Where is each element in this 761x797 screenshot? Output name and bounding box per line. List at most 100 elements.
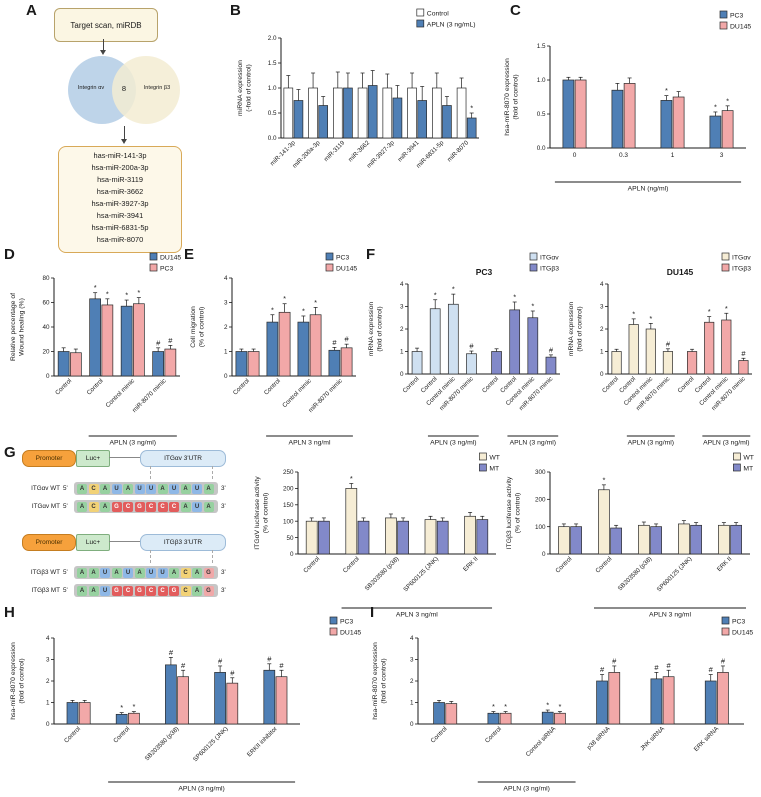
bar — [424, 519, 437, 555]
venn-label-right: Integrin β3 — [143, 85, 171, 91]
legend-swatch — [719, 21, 728, 30]
significance-mark: * — [649, 314, 652, 323]
nucleotide-chip: C — [123, 585, 133, 596]
y-tick-label: 200 — [283, 486, 294, 493]
three-prime-label: 3' — [221, 503, 226, 510]
bar — [570, 526, 582, 555]
sequence-label: ITGβ3 MT — [31, 587, 60, 594]
significance-mark: # — [169, 648, 174, 657]
bar — [305, 520, 318, 555]
y-tick-label: 1.0 — [537, 77, 546, 84]
y-tick-label: 1 — [46, 700, 50, 707]
nucleotide-chip: A — [100, 483, 110, 494]
x-tick-label: SB203580 (p38) — [617, 555, 654, 592]
panel-label-a: A — [26, 2, 37, 19]
bar — [545, 356, 557, 375]
bar — [411, 351, 423, 375]
y-axis-label: (% of control) — [263, 493, 270, 533]
significance-mark: * — [120, 703, 123, 712]
nucleotide-chip: A — [180, 501, 191, 512]
y-tick-label: 2 — [224, 324, 228, 331]
legend-label: ITGαv — [540, 255, 559, 262]
bar — [456, 87, 467, 139]
y-axis-label: mRNA expression — [368, 302, 375, 357]
legend-label: PC3 — [730, 13, 743, 20]
x-tick-label: Control — [342, 555, 361, 574]
bar — [417, 100, 427, 139]
chart-svg-F1: 0 1 2 3 4 mRNA expression (fold of control) PC3… — [368, 252, 560, 447]
y-tick-label: 0 — [46, 721, 50, 728]
bar — [687, 351, 698, 375]
x-tick-label: miR-3119 — [323, 139, 347, 163]
significance-mark: * — [492, 702, 495, 711]
five-prime-label: 5' — [63, 569, 68, 576]
bar — [235, 351, 248, 377]
dashed-connector — [212, 466, 213, 479]
legend-label: WT — [489, 455, 500, 462]
bar — [309, 314, 322, 377]
bar — [318, 520, 330, 555]
luciferase-box: Luc+ — [76, 450, 110, 467]
y-tick-label: 1 — [410, 700, 414, 707]
significance-mark: * — [531, 302, 534, 311]
bar — [623, 83, 636, 149]
legend-label: DU145 — [160, 255, 181, 262]
treatment-bracket-label: APLN 3 ng/ml — [289, 440, 331, 447]
nucleotide-chip: A — [123, 483, 133, 494]
x-tick-label: miR-3941 — [397, 139, 421, 163]
significance-mark: * — [314, 298, 317, 307]
bar — [164, 348, 177, 377]
significance-mark: # — [654, 663, 659, 672]
mirna-list-item: hsa-miR-3119 — [97, 175, 143, 184]
bar — [275, 676, 288, 725]
y-tick-label: 0.0 — [268, 135, 277, 142]
x-tick-label: miR-8070 — [446, 139, 470, 163]
x-tick-label: Control — [63, 725, 82, 744]
y-tick-label: 2 — [46, 678, 50, 685]
x-tick-label: Control — [601, 375, 620, 394]
bar — [283, 87, 294, 139]
bar — [466, 117, 477, 139]
mirna-screen-flowchart: Target scan, miRDB Integrin αv 8 Integri… — [30, 6, 212, 253]
bar — [499, 712, 512, 725]
y-tick-label: 80 — [42, 275, 50, 282]
y-tick-label: 4 — [600, 281, 604, 288]
y-tick-label: 4 — [224, 275, 228, 282]
bar — [69, 352, 82, 377]
y-tick-label: 250 — [283, 469, 294, 476]
bar — [318, 105, 328, 139]
x-tick-label: 1 — [671, 152, 675, 159]
bar — [611, 89, 624, 149]
mirna-list-item: hsa-miR-3927-3p — [91, 199, 149, 208]
significance-mark: * — [725, 304, 728, 313]
dashed-connector — [212, 550, 213, 563]
x-tick-label: ERKII inhibitor — [246, 725, 279, 758]
treatment-bracket-label: APLN (3 ng/ml) — [110, 440, 156, 447]
bar — [333, 87, 343, 139]
panel-label-b: B — [230, 2, 241, 19]
x-tick-label: 3 — [720, 152, 724, 159]
panel-label-c: C — [510, 2, 521, 19]
flow-arrow-down — [103, 39, 104, 50]
chart-svg-D: 0 20 40 60 80 Relative percentage of Wound hea… — [10, 252, 181, 447]
significance-mark: * — [714, 102, 717, 111]
x-tick-label: miR-8070 mimic — [518, 375, 555, 412]
bar — [596, 680, 608, 725]
treatment-bracket-label: APLN (3 ng/ml) — [510, 440, 556, 447]
treatment-bracket-label: APLN (3 ng/ml) — [178, 786, 224, 793]
bar — [690, 524, 702, 555]
luciferase-construct-diagram: Promoter Luc+ ITGαv 3'UTR ITGαv WT 5' A C A U A U U… — [16, 450, 250, 616]
y-tick-label: 2 — [400, 326, 404, 333]
nucleotide-chip: A — [77, 483, 87, 494]
bar — [340, 347, 353, 377]
bar — [662, 676, 675, 725]
bar — [120, 305, 133, 377]
nucleotide-chip: A — [180, 483, 191, 494]
significance-mark: # — [279, 661, 284, 670]
nucleotide-chip: C — [157, 501, 168, 512]
x-tick-label: SB203580 (p38) — [364, 555, 401, 592]
treatment-bracket-label: APLN (3 ng/ml) — [430, 440, 476, 447]
